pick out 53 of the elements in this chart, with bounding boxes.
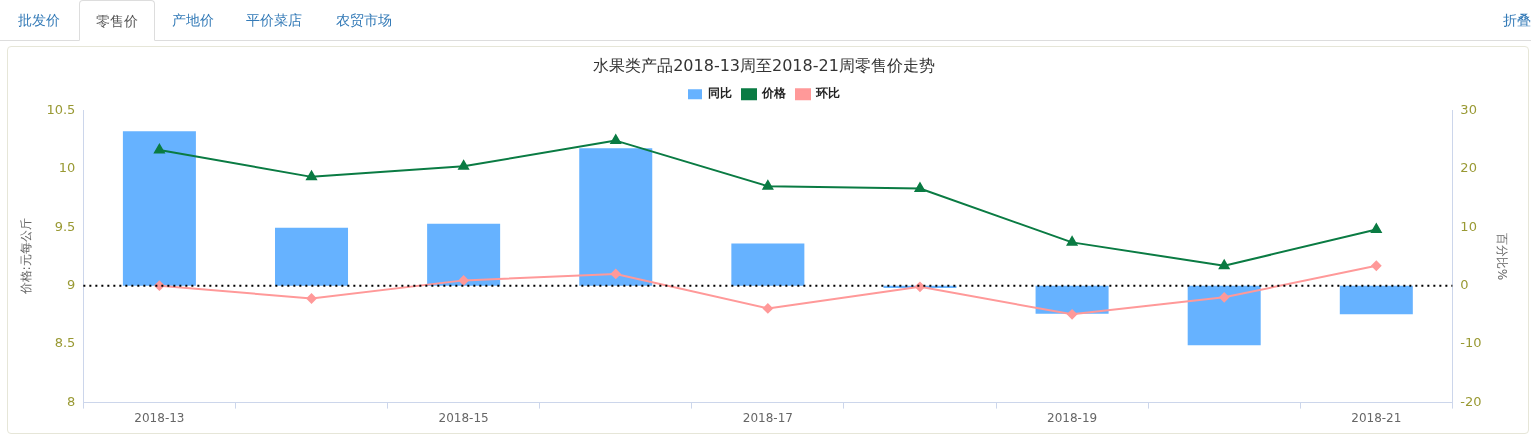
y2-tick-label: 0 [1460, 277, 1469, 293]
bar [579, 148, 653, 286]
text: 产地价 [171, 11, 215, 30]
y2-tick-label: 30 [1460, 101, 1477, 117]
text: 零售价 [79, 0, 155, 41]
x-tick-label: 2018-15 [438, 410, 489, 425]
y-tick-label: 10 [58, 160, 76, 176]
y-axis-title: 价格:元每公斤 [19, 218, 34, 296]
bar [1035, 285, 1109, 314]
point [1219, 292, 1230, 303]
point [762, 303, 773, 314]
point [610, 134, 622, 145]
point [1066, 236, 1078, 246]
legend-label: 价格 [761, 86, 787, 101]
y-tick-label: 10.5 [46, 101, 76, 117]
legend-label: 同比 [708, 86, 732, 101]
bar [427, 223, 501, 286]
point [1067, 309, 1078, 320]
y-tick-label: 9.5 [54, 218, 76, 234]
point [762, 180, 774, 190]
bar [731, 243, 805, 286]
point [610, 268, 621, 279]
point [458, 160, 469, 170]
y2-tick-label: -20 [1460, 393, 1482, 409]
point [1218, 259, 1230, 270]
point [1371, 260, 1382, 271]
y2-axis-title: 百分比% [1494, 232, 1509, 281]
bar [1339, 285, 1413, 315]
bar [275, 227, 349, 286]
x-tick-label: 2018-19 [1047, 410, 1098, 425]
point [458, 275, 469, 286]
point [914, 182, 926, 193]
text: 农贸市场 [335, 11, 393, 30]
text: 批发价 [17, 11, 61, 30]
point [1370, 223, 1382, 233]
legend-label: 环比 [815, 86, 840, 101]
y-tick-label: 9 [67, 277, 76, 293]
x-tick-label: 2018-13 [134, 410, 185, 425]
point [306, 170, 317, 181]
text: 平价菜店 [245, 11, 303, 30]
text: 折叠 [1503, 11, 1531, 30]
y-tick-label: 8.5 [54, 335, 76, 351]
x-tick-label: 2018-17 [742, 410, 793, 425]
point [154, 143, 165, 154]
y-tick-label: 8 [67, 393, 76, 409]
y2-tick-label: 10 [1460, 218, 1477, 234]
x-tick-label: 2018-21 [1351, 410, 1402, 425]
chart-title: 水果类产品2018-13周至2018-21周零售价走势 [593, 55, 935, 75]
y2-tick-label: 20 [1460, 160, 1477, 176]
y2-tick-label: -10 [1460, 335, 1482, 351]
bar [122, 131, 196, 286]
point [306, 293, 317, 304]
bar [1187, 285, 1261, 346]
